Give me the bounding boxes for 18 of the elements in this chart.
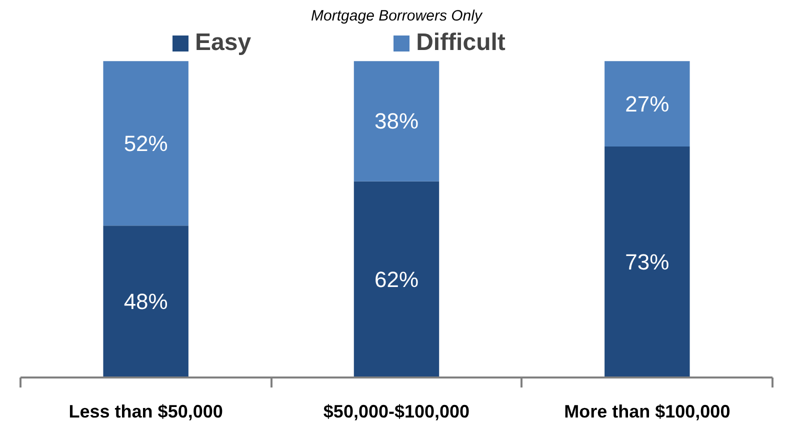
bar: [604, 146, 690, 378]
chart-subtitle: Mortgage Borrowers Only: [311, 8, 484, 24]
legend-label: Easy: [195, 29, 252, 57]
x-tick-label: More than $100,000: [564, 402, 730, 421]
data-label: 48%: [124, 289, 168, 314]
data-label: 38%: [374, 108, 419, 134]
x-tick-label: Less than $50,000: [68, 402, 223, 421]
x-tick-label: $50,000-$100,000: [323, 402, 470, 421]
bar: [103, 61, 188, 226]
data-label: 27%: [625, 91, 670, 116]
bar: [604, 61, 690, 147]
bar: [354, 61, 440, 182]
data-label: 73%: [625, 250, 670, 275]
legend-label: Difficult: [416, 29, 506, 57]
bar: [354, 181, 440, 378]
data-label: 52%: [124, 130, 168, 156]
bar: [103, 226, 188, 378]
data-label: 62%: [374, 266, 419, 292]
